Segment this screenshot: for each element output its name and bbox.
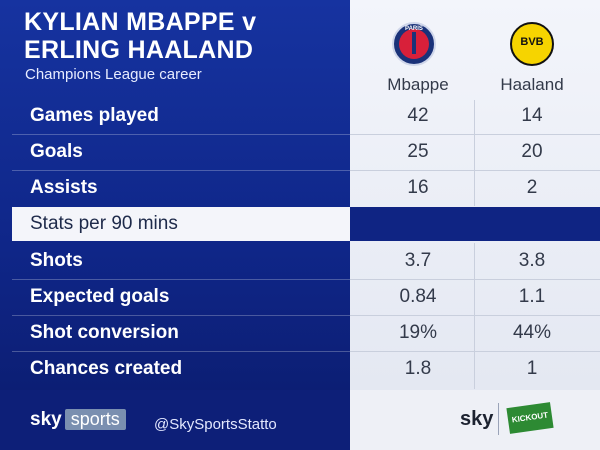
footer-bar (0, 390, 600, 450)
footer-logo-divider (498, 403, 499, 435)
row-divider (350, 134, 600, 135)
section-header-band (12, 207, 350, 241)
title-line-2: ERLING HAALAND (24, 36, 254, 64)
haaland-goals: 20 (521, 141, 543, 162)
mbappe-shot-conversion: 19% (398, 322, 438, 343)
twitter-handle: @SkySportsStatto (154, 416, 277, 433)
graphic-subtitle: Champions League career (25, 66, 202, 83)
row-label-goals: Goals (30, 141, 83, 162)
section-label-per90: Stats per 90 mins (30, 213, 178, 234)
sky-logo: sky (460, 408, 494, 430)
row-label-expected-goals: Expected goals (30, 286, 170, 307)
row-label-shot-conversion: Shot conversion (30, 322, 179, 343)
haaland-expected-goals: 1.1 (518, 286, 546, 307)
psg-crest-icon: PARIS (392, 22, 436, 66)
mbappe-chances-created: 1.8 (404, 358, 432, 379)
mbappe-shots: 3.7 (404, 250, 432, 271)
column-divider (474, 100, 475, 206)
sky-sports-logo: sky sports (30, 409, 126, 435)
haaland-games-played: 14 (521, 105, 543, 126)
row-divider (12, 279, 350, 280)
bvb-crest-icon: BVB (510, 22, 554, 66)
mbappe-expected-goals: 0.84 (399, 286, 437, 307)
bvb-crest-text: BVB (520, 36, 544, 48)
footer-right-panel (350, 390, 600, 450)
mbappe-goals: 25 (407, 141, 429, 162)
sports-wordmark: sports (64, 409, 126, 430)
row-label-shots: Shots (30, 250, 83, 271)
row-divider (12, 170, 350, 171)
haaland-assists: 2 (526, 177, 538, 198)
column-divider (474, 243, 475, 389)
haaland-chances-created: 1 (526, 358, 538, 379)
haaland-shots: 3.8 (518, 250, 546, 271)
row-divider (12, 315, 350, 316)
row-divider (12, 134, 350, 135)
player-name-haaland: Haaland (500, 75, 564, 94)
row-label-games-played: Games played (30, 105, 159, 126)
title-line-1: KYLIAN MBAPPE v (24, 8, 257, 36)
sky-wordmark: sky (30, 409, 62, 430)
values-panel (350, 0, 600, 390)
row-divider (12, 351, 350, 352)
row-divider (350, 279, 600, 280)
psg-crest-text: PARIS (405, 26, 423, 32)
row-divider (350, 351, 600, 352)
graphic-title: KYLIAN MBAPPE v ERLING HAALAND (24, 8, 256, 64)
row-divider (350, 315, 600, 316)
row-divider (350, 170, 600, 171)
section-header-band-right (350, 207, 600, 241)
row-label-chances-created: Chances created (30, 358, 183, 379)
row-label-assists: Assists (30, 177, 98, 198)
haaland-shot-conversion: 44% (512, 322, 552, 343)
player-name-mbappe: Mbappe (387, 75, 449, 94)
mbappe-games-played: 42 (407, 105, 429, 126)
mbappe-assists: 16 (407, 177, 429, 198)
